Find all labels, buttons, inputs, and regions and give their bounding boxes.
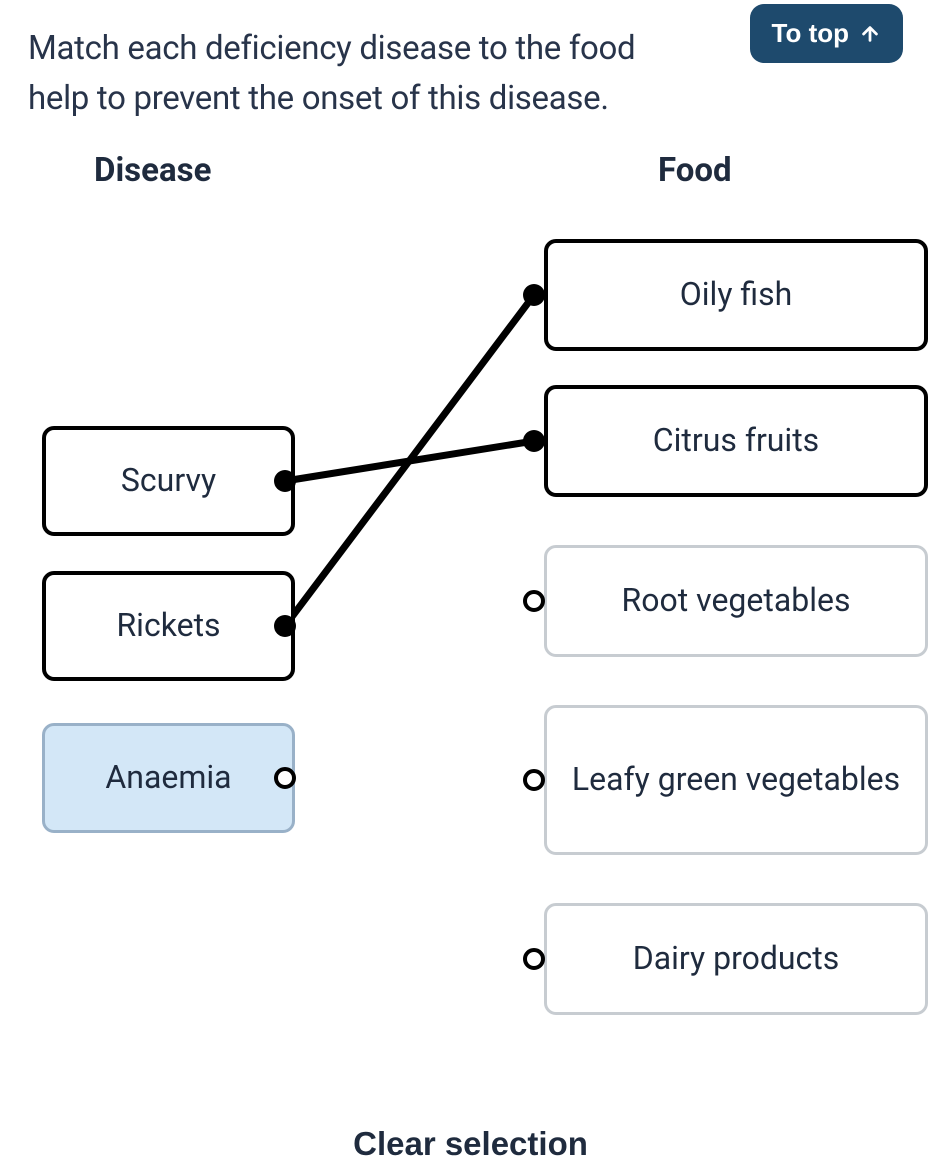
disease-node-anaemia[interactable] [274, 767, 296, 789]
disease-box-scurvy[interactable]: Scurvy [42, 426, 295, 536]
match-area: Disease Food Scurvy Rickets Anaemia Oily… [0, 151, 941, 1091]
question-line-1: Match each deficiency disease to the foo… [28, 29, 635, 68]
food-box-leafy-green[interactable]: Leafy green vegetables [544, 705, 928, 855]
to-top-button[interactable]: To top [750, 4, 903, 63]
disease-box-anaemia[interactable]: Anaemia [42, 723, 295, 833]
disease-node-rickets[interactable] [274, 615, 296, 637]
column-header-food: Food [658, 151, 732, 190]
connection-line-1 [285, 295, 534, 626]
arrow-up-icon [859, 23, 881, 45]
column-header-disease: Disease [94, 151, 211, 190]
food-node-root-vegetables[interactable] [523, 590, 545, 612]
food-node-dairy[interactable] [523, 948, 545, 970]
food-box-citrus-fruits[interactable]: Citrus fruits [544, 385, 928, 497]
question-line-2: help to prevent the onset of this diseas… [28, 79, 609, 118]
food-node-citrus-fruits[interactable] [523, 430, 545, 452]
disease-box-rickets[interactable]: Rickets [42, 571, 295, 681]
food-node-oily-fish[interactable] [523, 284, 545, 306]
clear-selection-button[interactable]: Clear selection [353, 1125, 588, 1163]
to-top-label: To top [772, 18, 849, 49]
disease-node-scurvy[interactable] [274, 470, 296, 492]
food-box-root-vegetables[interactable]: Root vegetables [544, 545, 928, 657]
food-box-oily-fish[interactable]: Oily fish [544, 239, 928, 351]
food-box-dairy[interactable]: Dairy products [544, 903, 928, 1015]
connection-line-0 [285, 441, 534, 481]
food-node-leafy-green[interactable] [523, 769, 545, 791]
